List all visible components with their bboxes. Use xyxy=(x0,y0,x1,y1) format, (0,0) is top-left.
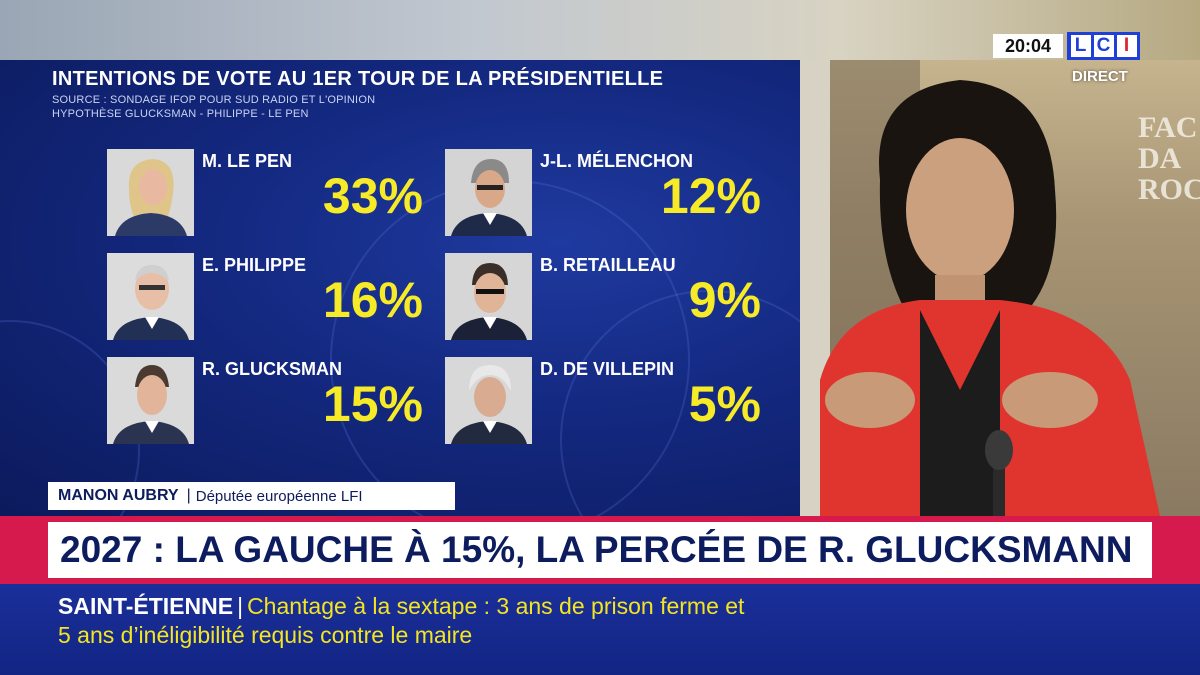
portrait-icon xyxy=(107,253,194,340)
logo-letter: L xyxy=(1070,35,1091,57)
ticker-text: Chantage à la sextape : 3 ans de prison … xyxy=(247,593,745,619)
ticker-line-2: 5 ans d’inéligibilité requis contre le m… xyxy=(58,621,1148,650)
candidate-de-villepin: D. DE VILLEPIN 5% xyxy=(445,357,785,447)
speaker-name: MANON AUBRY xyxy=(58,487,179,504)
candidate-melenchon: J-L. MÉLENCHON 12% xyxy=(445,149,785,239)
news-ticker-band xyxy=(0,584,1200,675)
candidate-photo xyxy=(445,357,532,444)
channel-logo: L C I xyxy=(1067,32,1140,60)
candidate-name: E. PHILIPPE xyxy=(202,255,307,275)
candidate-name: D. DE VILLEPIN xyxy=(540,359,675,379)
signage-line: FAC xyxy=(1138,111,1198,144)
live-label: DIRECT xyxy=(1072,68,1128,85)
candidate-glucksman: R. GLUCKSMAN 15% xyxy=(107,357,447,447)
portrait-icon xyxy=(445,149,532,236)
headline-text: 2027 : LA GAUCHE À 15%, LA PERCÉE DE R. … xyxy=(48,522,1152,578)
candidate-le-pen: M. LE PEN 33% xyxy=(107,149,447,239)
logo-letter: I xyxy=(1116,35,1137,57)
signage-line: ROC xyxy=(1138,173,1200,206)
candidate-name: R. GLUCKSMAN xyxy=(202,359,342,379)
poll-graphic: INTENTIONS DE VOTE AU 1ER TOUR DE LA PRÉ… xyxy=(0,60,800,516)
candidate-percentage: 9% xyxy=(688,272,761,328)
news-ticker: SAINT-ÉTIENNE | Chantage à la sextape : 3 … xyxy=(58,592,1148,650)
ticker-separator: | xyxy=(237,593,244,619)
candidate-percentage: 5% xyxy=(688,376,761,432)
speaker-role: Députée européenne LFI xyxy=(195,487,363,505)
candidate-name: B. RETAILLEAU xyxy=(540,255,676,275)
candidate-percentage: 33% xyxy=(322,168,423,224)
speaker-separator: | xyxy=(186,487,191,504)
candidate-name: M. LE PEN xyxy=(202,151,293,171)
candidate-photo xyxy=(445,149,532,236)
portrait-icon xyxy=(445,357,532,444)
ticker-text: 5 ans d’inéligibilité requis contre le m… xyxy=(58,622,473,648)
signage-line: DA xyxy=(1138,142,1182,175)
poll-title: INTENTIONS DE VOTE AU 1ER TOUR DE LA PRÉ… xyxy=(52,68,664,90)
portrait-icon xyxy=(107,149,194,236)
candidate-percentage: 12% xyxy=(660,168,761,224)
portrait-icon xyxy=(107,357,194,444)
candidate-philippe: E. PHILIPPE 16% xyxy=(107,253,447,343)
candidate-retailleau: B. RETAILLEAU 9% xyxy=(445,253,785,343)
broadcast-clock: 20:04 xyxy=(993,34,1063,58)
candidate-name: J-L. MÉLENCHON xyxy=(540,151,693,171)
candidate-photo xyxy=(445,253,532,340)
portrait-icon xyxy=(445,253,532,340)
candidate-photo xyxy=(107,357,194,444)
background-signage: FAC DA ROC xyxy=(1138,112,1200,205)
ticker-location: SAINT-ÉTIENNE xyxy=(58,593,234,619)
poll-hypothesis: HYPOTHÈSE GLUCKSMAN - PHILIPPE - LE PEN xyxy=(52,108,309,120)
ticker-line-1: SAINT-ÉTIENNE | Chantage à la sextape : 3 … xyxy=(58,592,1148,621)
logo-letter: C xyxy=(1093,35,1114,57)
speaker-lower-third: MANON AUBRY | Députée européenne LFI xyxy=(48,482,455,510)
candidate-photo xyxy=(107,253,194,340)
candidate-percentage: 16% xyxy=(322,272,423,328)
poll-source: SOURCE : SONDAGE IFOP POUR SUD RADIO ET … xyxy=(52,94,376,106)
candidate-photo xyxy=(107,149,194,236)
candidate-percentage: 15% xyxy=(322,376,423,432)
speaker-figure-icon xyxy=(800,60,1160,516)
live-video-feed: FAC DA ROC xyxy=(800,60,1200,516)
